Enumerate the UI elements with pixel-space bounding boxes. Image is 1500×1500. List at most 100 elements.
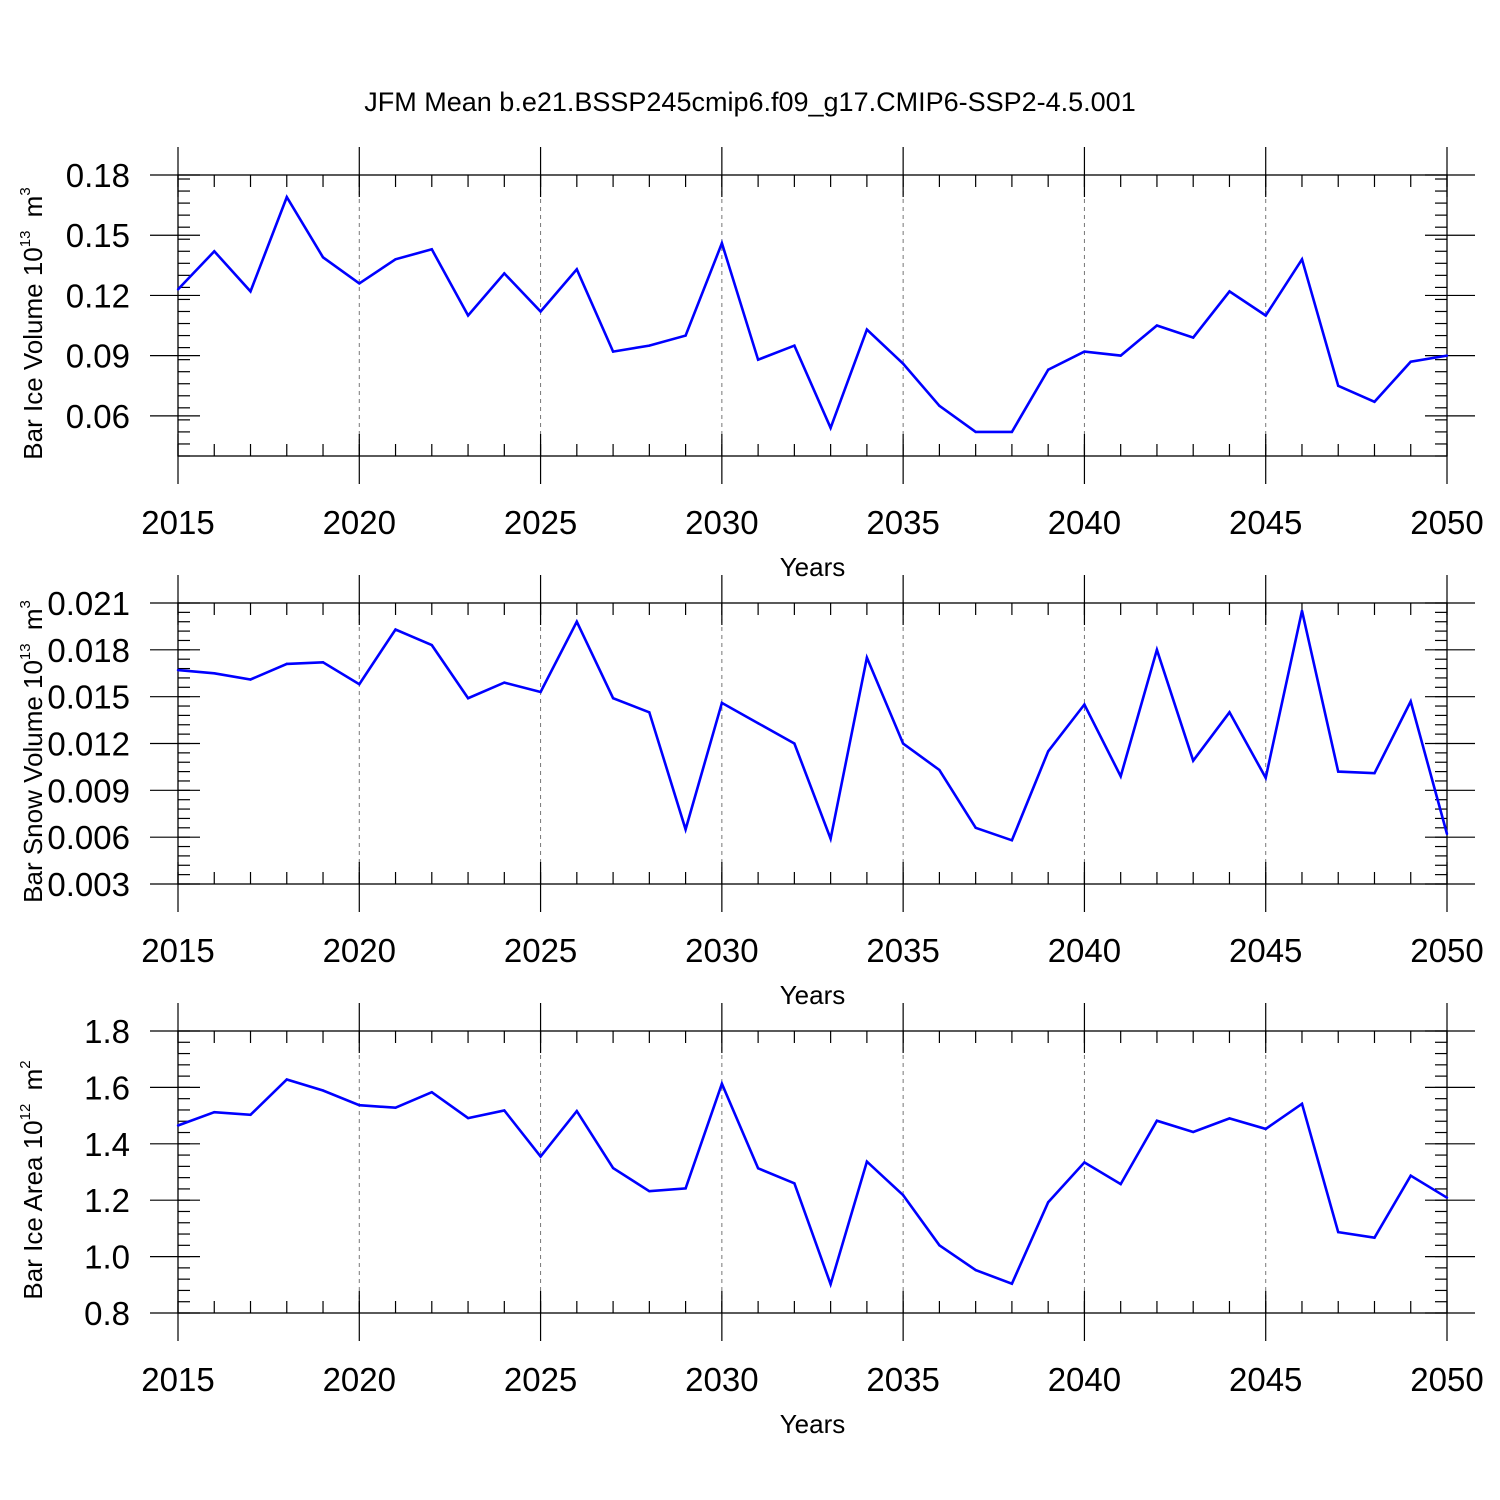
y-tick-label: 0.8 [84,1295,130,1332]
data-point [1373,771,1376,775]
data-point [1083,703,1086,706]
data-point [575,268,579,271]
y-tick-label: 0.018 [47,632,130,669]
data-point [1228,1117,1231,1120]
data-point [1155,1119,1159,1122]
data-point [684,334,687,337]
data-point [1192,759,1195,762]
figure-title: JFM Mean b.e21.BSSP245cmip6.f09_g17.CMIP… [364,87,1135,117]
data-point [793,1182,796,1185]
data-point [249,1113,252,1116]
data-point [1445,832,1449,836]
data-point [213,1111,216,1114]
data-point [285,1078,288,1081]
data-point [466,697,470,700]
x-tick-label: 2035 [866,1361,939,1398]
data-series-line [177,1078,1448,1289]
data-point [1300,1102,1304,1105]
y-tick-label: 1.0 [84,1239,130,1276]
y-tick-label: 1.4 [84,1126,130,1163]
x-tick-label: 2040 [1048,1361,1121,1398]
data-point [285,195,288,199]
data-point [720,1082,724,1085]
x-tick-label: 2050 [1410,504,1483,541]
x-axis-title: Years [780,552,846,582]
data-point [901,742,905,745]
x-tick-label: 2040 [1048,932,1121,969]
y-axis-title-superscript: 3 [17,187,34,195]
data-point [575,1109,579,1113]
data-point [1010,1282,1014,1285]
x-tick-label: 2035 [866,932,939,969]
data-point [176,1124,180,1127]
data-point [176,668,180,672]
data-point [756,358,760,361]
data-point [901,362,905,365]
data-point [1300,258,1304,261]
y-tick-label: 0.012 [47,726,130,763]
data-point [466,1116,470,1120]
data-point [1083,350,1086,353]
data-point [1155,324,1159,327]
data-point [1264,314,1267,317]
data-point [648,344,651,347]
x-axis-title: Years [780,980,846,1010]
plot-frame [177,1030,1448,1314]
y-axis-title-superscript: 13 [17,643,34,660]
data-point [539,310,542,313]
y-axis-title-superscript: 13 [17,231,34,248]
data-point [503,681,506,684]
data-point [1264,1127,1267,1131]
data-point [1445,354,1449,357]
data-point [1300,609,1304,613]
x-axis-title: Years [780,1409,846,1439]
y-axis-title: Bar Snow Volume 1013 m3 [17,600,48,903]
data-point [1409,360,1412,363]
data-point [1119,354,1122,357]
x-tick-label: 2020 [323,1361,396,1398]
data-series-line [177,610,1449,844]
data-point [974,826,977,829]
data-point [720,242,724,245]
data-point [793,742,796,745]
panel-3: 0.8 1.0 1.2 1.4 1.6 1.8 2015 2020 2025 2030 2035 20… [17,1003,1484,1439]
y-tick-label: 0.015 [47,679,130,716]
data-point [611,1166,615,1170]
data-point [249,678,252,681]
x-tick-label: 2035 [866,504,939,541]
panel-2: 0.003 0.006 0.009 0.012 0.015 0.018 0.021 2015 2… [17,575,1484,1010]
y-tick-label: 0.003 [47,866,130,903]
data-point [249,290,252,293]
data-point [1192,1130,1195,1134]
x-tick-label: 2025 [504,504,577,541]
data-point [1119,1182,1122,1186]
x-tick-label: 2020 [323,932,396,969]
data-point [213,250,216,253]
data-point [1264,776,1267,780]
y-tick-label: 1.8 [84,1013,130,1050]
data-point [1119,775,1122,778]
y-axis-title-part: m [18,608,48,637]
data-point [285,662,288,666]
x-tick-label: 2025 [504,932,577,969]
data-point [358,282,361,285]
plot-frame [177,174,1448,457]
data-point [503,1109,506,1112]
data-point [611,350,615,353]
data-point [213,672,216,675]
y-axis-title-part: Bar Ice Area 10 [18,1120,48,1299]
plot-frame [177,602,1448,885]
data-point [865,328,869,331]
panels: 0.06 0.09 0.12 0.15 0.18 2015 2020 2025 2030 2035… [17,147,1484,1439]
data-point [938,768,941,772]
y-axis-title-part: Bar Snow Volume 10 [18,660,48,903]
y-tick-label: 0.18 [66,157,130,194]
data-point [829,837,832,840]
x-tick-label: 2025 [504,1361,577,1398]
data-point [974,430,977,434]
data-point [938,1244,941,1247]
y-axis-title: Bar Ice Area 1012 m2 [17,1060,48,1299]
data-point [176,288,180,291]
y-tick-label: 0.009 [47,772,130,809]
